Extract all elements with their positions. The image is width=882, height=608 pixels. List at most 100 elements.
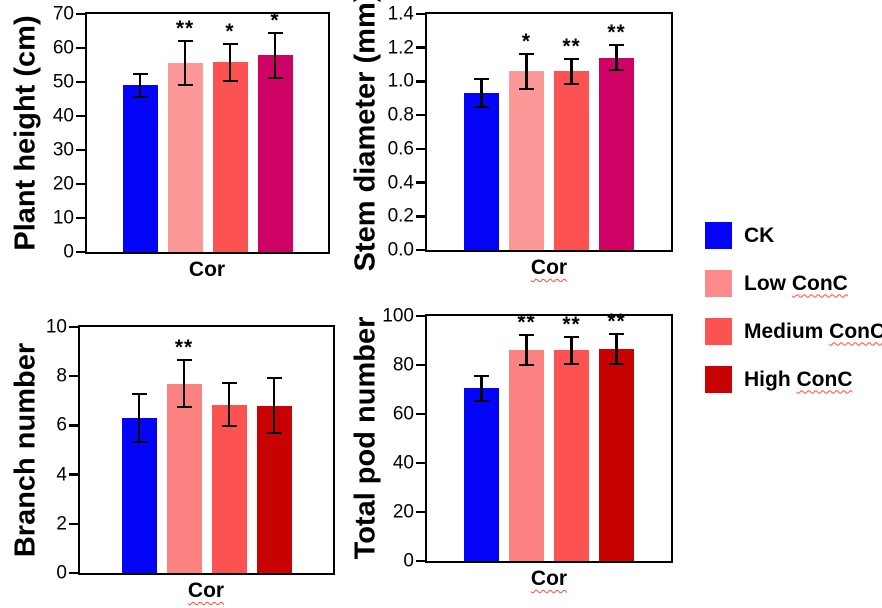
- y-tick-mark: [415, 181, 425, 184]
- bar-medium-conc: [554, 350, 589, 561]
- bar-medium-conc: [212, 62, 248, 252]
- y-tick-label: 10: [52, 207, 74, 229]
- y-tick-mark: [68, 325, 78, 329]
- significance-marker: **: [175, 17, 195, 41]
- y-tick-mark: [415, 314, 425, 318]
- y-tick-label: 2: [56, 513, 67, 535]
- plot-area: 0.0 0.2 0.4 0.6 0.8 1.0 1.2 1.4 * ** **: [388, 5, 673, 260]
- significance-marker: **: [562, 34, 581, 58]
- x-tick-label: Cor: [530, 256, 568, 279]
- bar-low-conc: [167, 63, 203, 252]
- y-tick-mark: [415, 80, 425, 83]
- bar-ck: [122, 85, 158, 252]
- error-bar-high-conc: [609, 44, 624, 72]
- bar-medium-conc: [554, 71, 589, 250]
- x-axis-label: Cor: [189, 258, 225, 282]
- y-axis-label: Total pod number: [349, 316, 382, 560]
- x-tick-label: Cor: [530, 567, 568, 590]
- y-tick-label: 4: [56, 464, 67, 486]
- error-bar-medium-conc: [221, 382, 237, 427]
- legend-swatch-ck: [705, 222, 732, 249]
- y-tick-label: 1.0: [387, 70, 414, 92]
- y-tick-mark: [415, 215, 425, 218]
- y-axis-label: Stem diameter (mm): [349, 0, 382, 272]
- error-bar-ck: [132, 72, 148, 98]
- y-tick-mark: [75, 80, 85, 84]
- bar-low-conc: [509, 71, 544, 250]
- legend-swatch-low-conc: [705, 270, 732, 297]
- y-axis-label: Branch number: [9, 342, 42, 558]
- error-bar-medium-conc: [564, 57, 579, 85]
- legend-label: CK: [744, 223, 775, 247]
- significance-marker: **: [174, 335, 194, 359]
- x-axis-label: Cor: [188, 579, 224, 603]
- error-bar-ck: [474, 374, 489, 402]
- x-tick-label: Cor: [187, 579, 225, 602]
- y-tick-label: 0: [56, 562, 67, 584]
- significance-marker: **: [562, 312, 581, 336]
- y-tick-mark: [75, 12, 85, 16]
- legend-item-high-conc: High ConC: [705, 366, 882, 393]
- x-axis-label: Cor: [531, 567, 567, 591]
- y-tick-mark: [415, 559, 425, 563]
- y-tick-mark: [415, 461, 425, 465]
- legend-item-low-conc: Low ConC: [705, 270, 882, 297]
- y-tick-mark: [415, 412, 425, 416]
- bar-high-conc: [599, 349, 634, 561]
- legend-swatch-high-conc: [705, 366, 732, 393]
- y-tick-label: 1.2: [387, 37, 414, 59]
- error-bar-low-conc: [519, 334, 534, 367]
- legend-item-medium-conc: Medium ConC: [705, 318, 882, 345]
- y-tick-mark: [68, 571, 78, 575]
- y-tick-label: 70: [52, 3, 74, 25]
- error-bar-high-conc: [266, 377, 282, 435]
- error-bar-medium-conc: [222, 42, 238, 82]
- y-tick-mark: [75, 148, 85, 152]
- plot-area: 0 20 40 60 80 100 ** ** **: [382, 307, 673, 571]
- y-tick-label: 50: [52, 71, 74, 93]
- bar-ck: [464, 93, 499, 250]
- plot-area: 0 10 20 30 40 50 60 70 ** * *: [53, 5, 330, 262]
- error-bar-medium-conc: [564, 335, 579, 365]
- y-tick-label: 0.0: [387, 239, 414, 261]
- legend-label: Medium ConC: [744, 319, 882, 343]
- y-tick-mark: [415, 12, 425, 16]
- error-bar-ck: [474, 78, 489, 109]
- y-tick-label: 20: [392, 501, 414, 523]
- y-tick-label: 80: [392, 354, 414, 376]
- y-tick-label: 6: [56, 414, 67, 436]
- error-bar-low-conc: [519, 52, 534, 90]
- y-tick-label: 0: [403, 550, 414, 572]
- y-tick-mark: [415, 363, 425, 367]
- error-bar-high-conc: [609, 333, 624, 365]
- bar-high-conc: [599, 57, 634, 250]
- bar-high-conc: [257, 55, 293, 252]
- y-axis-label: Plant height (cm): [9, 15, 42, 251]
- significance-marker: **: [517, 311, 536, 335]
- y-tick-label: 40: [52, 105, 74, 127]
- x-axis-label: Cor: [531, 256, 567, 280]
- y-tick-mark: [415, 147, 425, 151]
- y-tick-mark: [68, 522, 78, 526]
- y-tick-label: 0: [63, 241, 74, 263]
- error-bar-low-conc: [177, 40, 193, 87]
- y-tick-mark: [68, 374, 78, 378]
- error-bar-high-conc: [267, 32, 283, 79]
- y-tick-mark: [75, 182, 85, 186]
- legend: CK Low ConC Medium ConC High ConC: [705, 222, 882, 414]
- bar-ck: [464, 388, 499, 561]
- significance-marker: **: [607, 310, 626, 334]
- plot-area: 0 2 4 6 8 10 **: [46, 318, 335, 583]
- error-bar-low-conc: [176, 359, 192, 409]
- y-tick-label: 20: [52, 173, 74, 195]
- legend-item-ck: CK: [705, 222, 882, 249]
- y-tick-mark: [75, 216, 85, 220]
- legend-label: Low ConC: [744, 271, 848, 295]
- y-tick-label: 0.4: [387, 172, 414, 194]
- y-tick-label: 1.4: [387, 3, 414, 25]
- y-tick-mark: [415, 113, 425, 117]
- y-tick-mark: [68, 473, 78, 476]
- y-tick-label: 60: [392, 403, 414, 425]
- y-tick-label: 8: [56, 365, 67, 387]
- y-tick-label: 0.6: [387, 138, 414, 160]
